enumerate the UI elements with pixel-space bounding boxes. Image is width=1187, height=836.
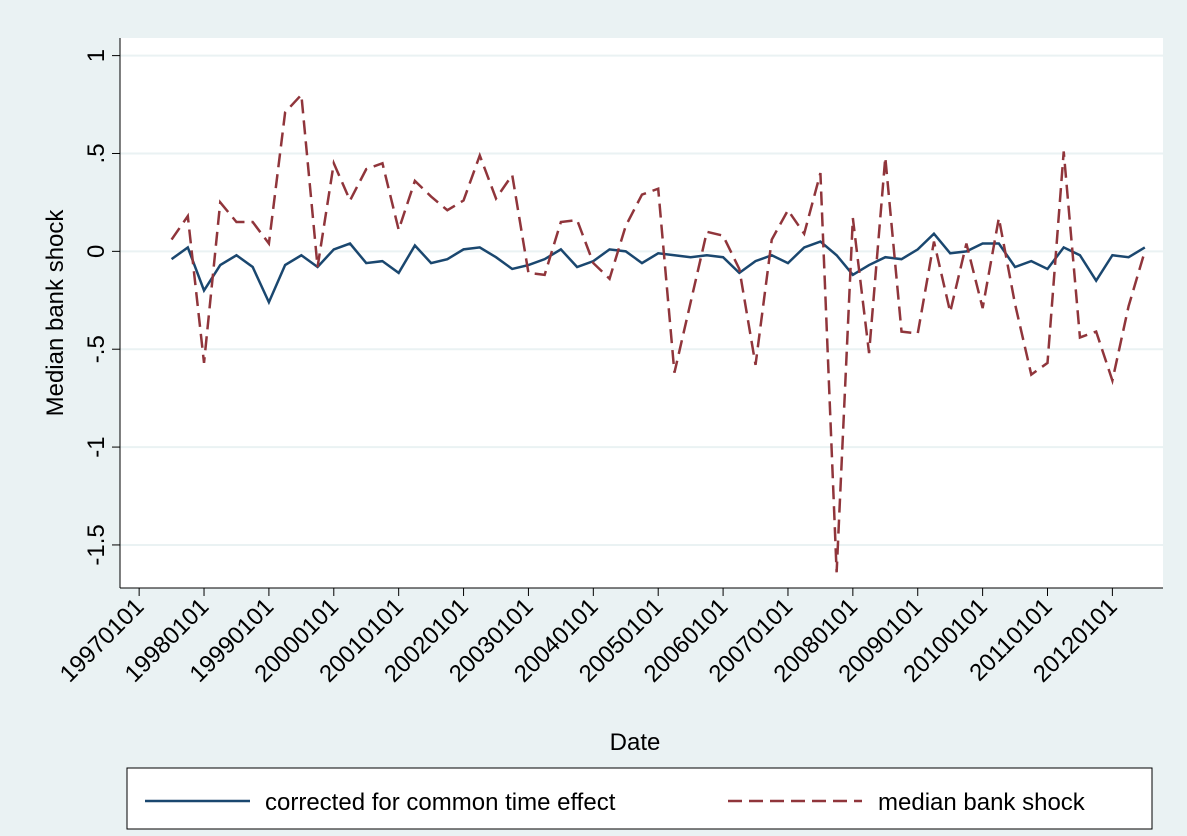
x-axis-title: Date bbox=[610, 729, 661, 756]
y-tick-label: -.5 bbox=[83, 335, 110, 363]
plot-area bbox=[120, 38, 1163, 588]
series-line bbox=[170, 91, 1147, 573]
legend-label: corrected for common time effect bbox=[265, 789, 616, 816]
legend bbox=[126, 767, 1153, 830]
y-tick-label: -1.5 bbox=[83, 524, 110, 565]
y-tick-label: 1 bbox=[83, 49, 110, 62]
y-tick-label: -1 bbox=[83, 436, 110, 457]
legend-label: median bank shock bbox=[878, 789, 1086, 816]
y-axis-title: Median bank shock bbox=[42, 209, 69, 417]
y-tick-label: 0 bbox=[83, 245, 110, 258]
series-line bbox=[170, 231, 1146, 306]
y-tick-label: .5 bbox=[83, 143, 110, 163]
